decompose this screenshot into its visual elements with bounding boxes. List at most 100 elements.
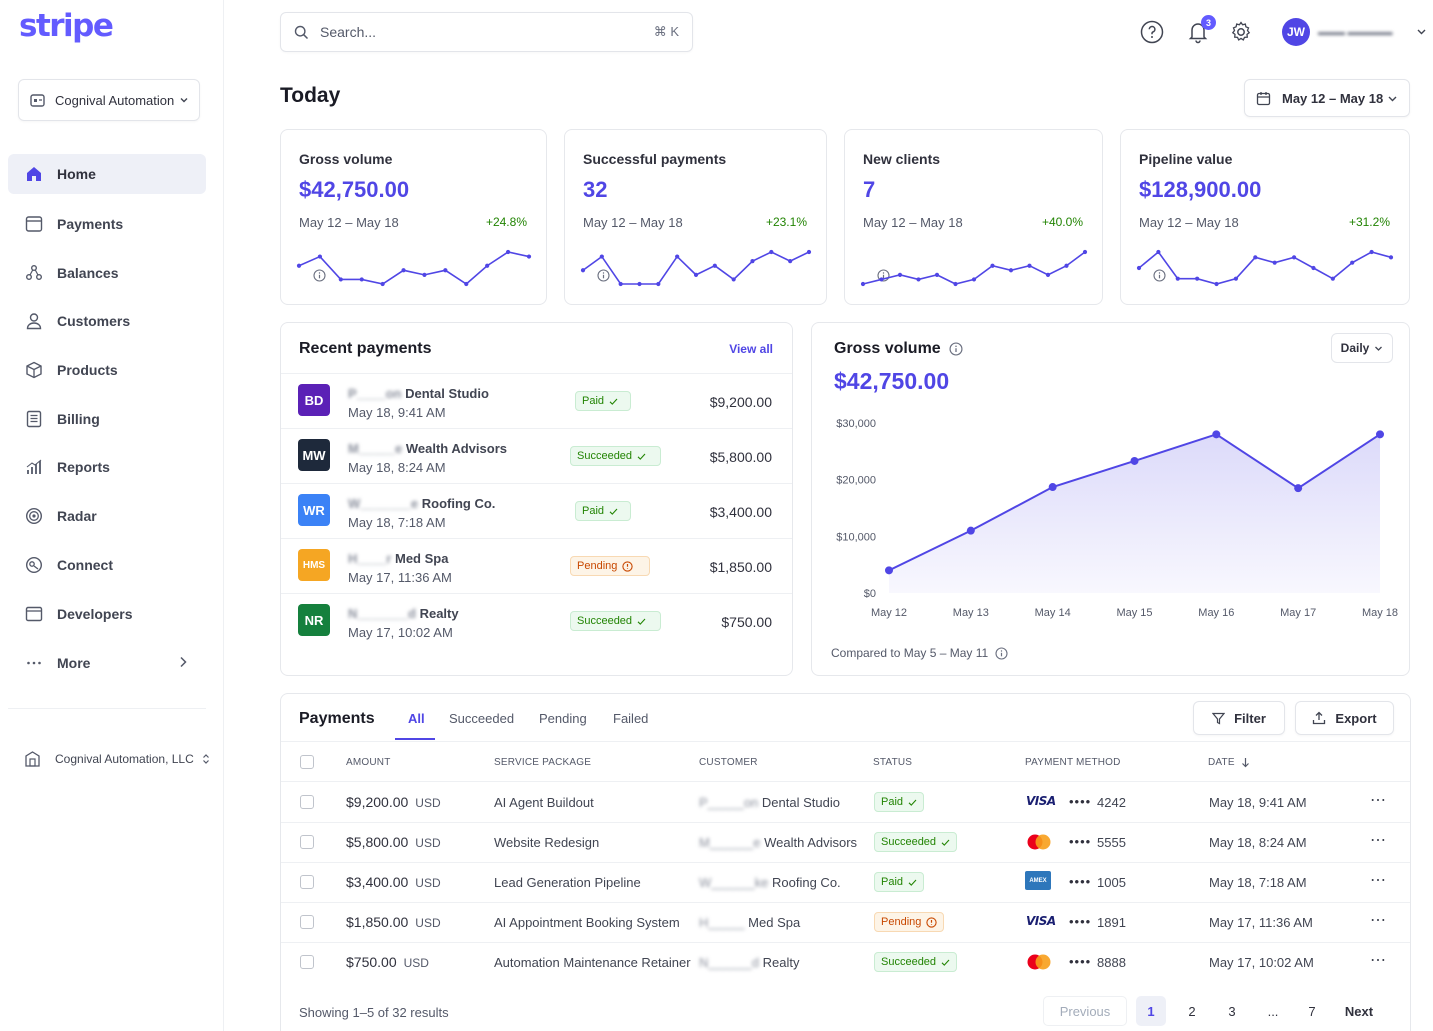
customer-cell[interactable]: P_____on Dental Studio xyxy=(699,795,840,810)
page-button-7[interactable]: 7 xyxy=(1308,1003,1316,1019)
column-header-date[interactable]: DATE xyxy=(1208,757,1250,768)
row-actions-icon[interactable]: ⋯ xyxy=(1370,872,1387,889)
info-icon[interactable] xyxy=(949,342,963,356)
chart-point[interactable] xyxy=(885,566,893,575)
customer-cell[interactable]: M______e Wealth Advisors xyxy=(699,835,857,850)
row-actions-icon[interactable]: ⋯ xyxy=(1370,952,1387,969)
customer-name[interactable]: H____r Med Spa xyxy=(348,551,448,566)
search-input[interactable]: Search... xyxy=(320,24,377,40)
customer-cell[interactable]: H_____ Med Spa xyxy=(699,915,800,930)
page-button-1[interactable]: 1 xyxy=(1136,996,1166,1026)
avatar[interactable]: JW xyxy=(1282,18,1310,46)
chart-point[interactable] xyxy=(1130,456,1139,465)
chart-point[interactable] xyxy=(1048,483,1057,492)
status-badge: Paid xyxy=(874,872,925,892)
sparkline-point xyxy=(338,277,343,282)
column-header-amount[interactable]: AMOUNT xyxy=(346,757,391,768)
recent-payments-card: Recent payments View all BD P____on Denta… xyxy=(280,322,793,676)
list-item[interactable]: NR N_______d Realty May 17, 10:02 AM Succee… xyxy=(281,593,792,648)
sparkline-point xyxy=(580,268,586,273)
date-range-picker[interactable]: May 12 – May 18 xyxy=(1244,79,1410,117)
card-last4: 8888 xyxy=(1097,955,1126,970)
stat-card-successful-payments[interactable]: Successful payments 32 May 12 – May 18 +… xyxy=(564,129,827,305)
view-all-link[interactable]: View all xyxy=(729,342,773,356)
row-actions-icon[interactable]: ⋯ xyxy=(1370,912,1387,929)
previous-page-button[interactable]: Previous xyxy=(1043,996,1127,1026)
customer-name[interactable]: M_____e Wealth Advisors xyxy=(348,441,507,456)
row-actions-icon[interactable]: ⋯ xyxy=(1370,792,1387,809)
page-button-2[interactable]: 2 xyxy=(1188,1003,1196,1019)
list-item[interactable]: MW M_____e Wealth Advisors May 18, 8:24 AM… xyxy=(281,428,792,483)
chevron-down-icon[interactable] xyxy=(1416,26,1427,37)
sort-descending-icon[interactable] xyxy=(1241,757,1250,768)
stat-range: May 12 – May 18 xyxy=(1139,215,1239,230)
row-checkbox[interactable] xyxy=(300,875,314,889)
account-switcher[interactable]: Cognival Automation xyxy=(18,79,200,121)
stat-card-gross-volume[interactable]: Gross volume $42,750.00 May 12 – May 18 … xyxy=(280,129,547,305)
sparkline-point xyxy=(1136,265,1142,271)
sidebar-item-radar[interactable]: Radar xyxy=(8,496,206,536)
sidebar-item-reports[interactable]: Reports xyxy=(8,447,206,487)
customer-name-text: Med Spa xyxy=(748,915,801,930)
customer-name[interactable]: W_______e Roofing Co. xyxy=(348,496,495,511)
sidebar-item-customers[interactable]: Customers xyxy=(8,301,206,341)
sidebar-item-products[interactable]: Products xyxy=(8,350,206,390)
filter-button[interactable]: Filter xyxy=(1193,701,1285,735)
y-tick-label: $30,000 xyxy=(836,418,876,430)
gear-icon[interactable] xyxy=(1228,19,1254,45)
list-item[interactable]: BD P____on Dental Studio May 18, 9:41 AM Pa… xyxy=(281,373,792,428)
filter-icon xyxy=(1212,712,1226,724)
row-checkbox[interactable] xyxy=(300,835,314,849)
tab-failed[interactable]: Failed xyxy=(613,711,649,726)
sidebar-item-connect[interactable]: Connect xyxy=(8,545,206,585)
y-tick-label: $10,000 xyxy=(836,531,876,543)
list-item[interactable]: WR W_______e Roofing Co. May 18, 7:18 AM Pa… xyxy=(281,483,792,538)
sidebar-item-balances[interactable]: Balances xyxy=(8,253,206,293)
row-checkbox[interactable] xyxy=(300,955,314,969)
notifications-icon[interactable] xyxy=(1185,19,1211,45)
column-header-customer[interactable]: CUSTOMER xyxy=(699,757,758,768)
tab-succeeded[interactable]: Succeeded xyxy=(449,711,515,726)
x-tick-label: May 14 xyxy=(1035,607,1071,619)
clock-icon xyxy=(926,916,938,928)
sidebar-item-home[interactable]: Home xyxy=(8,154,206,194)
stripe-logo[interactable]: stripe xyxy=(19,8,114,44)
info-icon[interactable] xyxy=(995,646,1008,660)
row-checkbox[interactable] xyxy=(300,795,314,809)
organization-switcher[interactable]: Cognival Automation, LLC xyxy=(24,750,210,767)
chart-point[interactable] xyxy=(966,526,975,535)
list-item[interactable]: HMS H____r Med Spa May 17, 11:36 AM Pending… xyxy=(281,538,792,593)
sidebar-item-payments[interactable]: Payments xyxy=(8,204,206,244)
stat-card-new-clients[interactable]: New clients 7 May 12 – May 18 +40.0% xyxy=(844,129,1103,305)
next-page-button[interactable]: Next xyxy=(1344,1003,1374,1019)
column-header-payment-method[interactable]: PAYMENT METHOD xyxy=(1025,757,1121,768)
customer-name[interactable]: N_______d Realty xyxy=(348,606,459,621)
interval-select[interactable]: Daily xyxy=(1331,333,1393,363)
sidebar-item-billing[interactable]: Billing xyxy=(8,399,206,439)
sidebar-item-more[interactable]: More xyxy=(8,643,206,683)
customer-cell[interactable]: W______ke Roofing Co. xyxy=(699,875,841,890)
sidebar-item-developers[interactable]: Developers xyxy=(8,594,206,634)
x-tick-label: May 18 xyxy=(1362,607,1398,619)
export-button[interactable]: Export xyxy=(1295,701,1394,735)
chart-point[interactable] xyxy=(1294,484,1303,493)
select-all-checkbox[interactable] xyxy=(300,755,314,769)
chart-point[interactable] xyxy=(1376,430,1384,439)
chart-area xyxy=(889,434,1380,593)
customer-cell[interactable]: N______d Realty xyxy=(699,955,799,970)
tab-pending[interactable]: Pending xyxy=(539,711,587,726)
help-icon[interactable] xyxy=(1139,19,1165,45)
column-header-service-package[interactable]: SERVICE PACKAGE xyxy=(494,757,592,768)
sidebar-item-label: Payments xyxy=(57,216,124,232)
customer-name[interactable]: P____on Dental Studio xyxy=(348,386,489,401)
column-header-status[interactable]: STATUS xyxy=(873,757,913,768)
status-label: Paid xyxy=(881,876,904,888)
row-actions-icon[interactable]: ⋯ xyxy=(1370,832,1387,849)
user-name-redacted[interactable]: ▬▬▬ ▬▬▬▬▬ ▬▬ xyxy=(1318,27,1393,35)
tab-all[interactable]: All xyxy=(408,711,425,726)
row-checkbox[interactable] xyxy=(300,915,314,929)
chart-point[interactable] xyxy=(1212,430,1221,439)
search-bar[interactable]: Search... ⌘ K xyxy=(280,12,693,52)
stat-card-pipeline-value[interactable]: Pipeline value $128,900.00 May 12 – May … xyxy=(1120,129,1410,305)
page-button-3[interactable]: 3 xyxy=(1228,1003,1236,1019)
